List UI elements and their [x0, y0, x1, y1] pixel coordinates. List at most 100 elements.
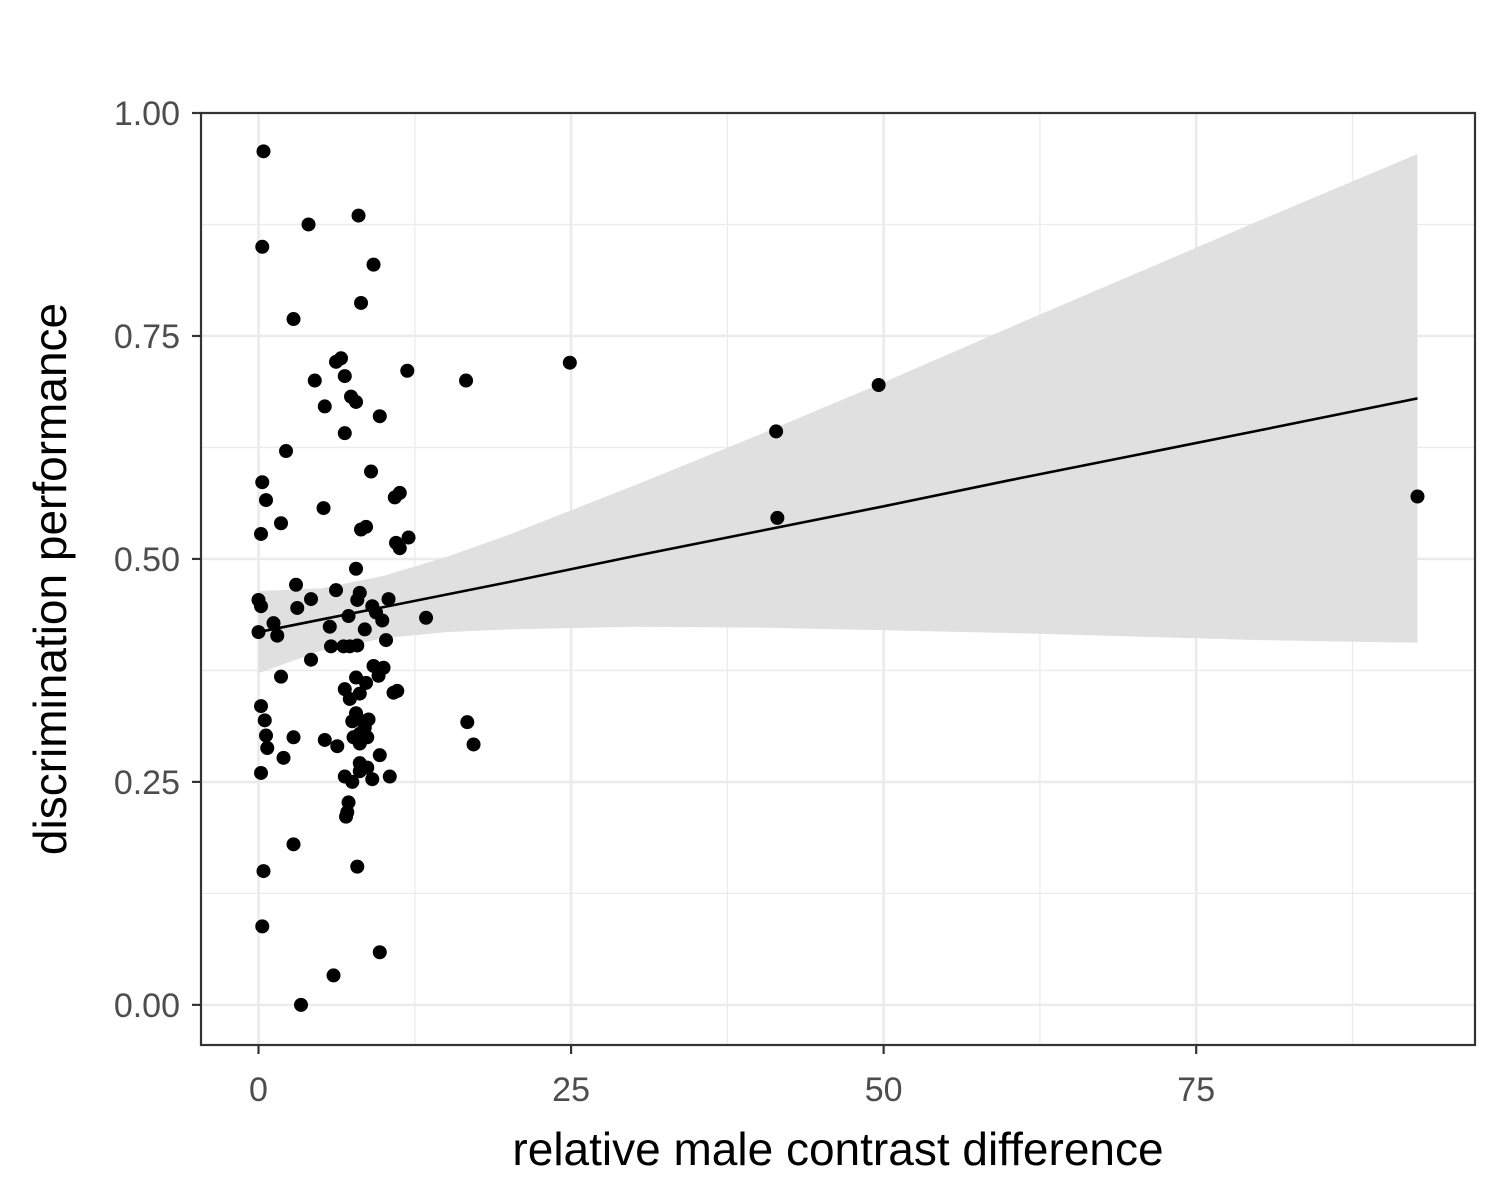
- data-point: [382, 769, 397, 784]
- data-point: [307, 373, 322, 388]
- data-point: [316, 501, 331, 516]
- data-point: [255, 919, 270, 934]
- y-tick-labels: 0.00 0.25 0.50 0.75 1.00: [114, 95, 180, 1025]
- y-tick-label: 1.00: [114, 95, 180, 133]
- data-point: [317, 399, 332, 414]
- x-tick-label: 25: [552, 1071, 590, 1109]
- data-point: [276, 750, 291, 765]
- data-point: [371, 668, 386, 683]
- data-point: [337, 369, 352, 384]
- data-point: [352, 686, 367, 701]
- data-point: [286, 312, 301, 327]
- data-point: [326, 968, 341, 983]
- data-point: [330, 739, 345, 754]
- data-point: [274, 669, 289, 684]
- data-point: [329, 583, 344, 598]
- data-point: [259, 728, 274, 743]
- data-point: [259, 493, 274, 508]
- data-point: [290, 600, 305, 615]
- data-point: [345, 714, 360, 729]
- data-point: [334, 351, 349, 366]
- data-point: [372, 748, 387, 763]
- axis-ticks: [192, 111, 1198, 1054]
- data-point: [286, 837, 301, 852]
- data-point: [770, 510, 785, 525]
- data-point: [352, 764, 367, 779]
- data-point: [256, 864, 271, 879]
- panel-border: [199, 111, 1477, 1047]
- data-point: [339, 809, 354, 824]
- data-point: [379, 633, 394, 648]
- data-point: [392, 541, 407, 556]
- y-axis-title: discrimination performance: [24, 303, 76, 855]
- data-point: [270, 628, 285, 643]
- x-axis-title: relative male contrast difference: [512, 1123, 1163, 1175]
- data-point: [266, 616, 281, 631]
- data-point: [286, 730, 301, 745]
- data-point: [459, 373, 474, 388]
- data-point: [337, 426, 352, 441]
- data-point: [350, 638, 365, 653]
- y-tick-label: 0.25: [114, 764, 180, 802]
- data-point: [365, 772, 380, 787]
- data-point: [769, 424, 784, 439]
- data-point: [466, 737, 481, 752]
- confidence-ribbon: [258, 154, 1418, 674]
- data-point: [381, 592, 396, 607]
- data-point: [274, 516, 289, 531]
- data-point: [419, 610, 434, 625]
- data-points: [251, 144, 1425, 1012]
- data-point: [254, 526, 269, 541]
- data-point: [260, 741, 275, 756]
- y-tick-label: 0.75: [114, 318, 180, 356]
- data-point: [400, 363, 415, 378]
- data-point: [350, 592, 365, 607]
- data-point: [349, 561, 364, 576]
- data-point: [255, 475, 270, 490]
- data-point: [349, 394, 364, 409]
- data-point: [304, 652, 319, 667]
- data-point: [871, 378, 886, 393]
- data-point: [354, 522, 369, 537]
- data-point: [254, 765, 269, 780]
- x-tick-label: 0: [249, 1071, 268, 1109]
- data-point: [256, 144, 271, 159]
- data-point: [279, 444, 294, 459]
- data-point: [345, 774, 360, 789]
- x-tick-label: 75: [1177, 1071, 1215, 1109]
- x-tick-label: 50: [865, 1071, 903, 1109]
- data-point: [390, 683, 405, 698]
- data-point: [352, 736, 367, 751]
- data-point: [301, 217, 316, 232]
- data-point: [401, 530, 416, 545]
- data-point: [294, 997, 309, 1012]
- data-point: [289, 577, 304, 592]
- data-point: [375, 613, 390, 628]
- data-point: [251, 625, 266, 640]
- data-point: [317, 732, 332, 747]
- data-point: [255, 239, 270, 254]
- data-point: [364, 464, 379, 479]
- data-point: [254, 699, 269, 714]
- x-tick-labels: 0 25 50 75: [249, 1071, 1215, 1109]
- data-point: [350, 859, 365, 874]
- data-point: [354, 295, 369, 310]
- data-point: [387, 490, 402, 505]
- y-tick-label: 0.00: [114, 987, 180, 1025]
- data-point: [254, 599, 269, 614]
- data-point: [324, 639, 339, 654]
- data-point: [460, 715, 475, 730]
- data-point: [372, 945, 387, 960]
- data-point: [322, 619, 337, 634]
- data-point: [372, 409, 387, 424]
- data-point: [366, 257, 381, 272]
- data-point: [304, 592, 319, 607]
- data-point: [341, 609, 356, 624]
- data-point: [1410, 489, 1425, 504]
- y-tick-label: 0.50: [114, 541, 180, 579]
- data-point: [359, 675, 374, 690]
- data-point: [357, 622, 372, 637]
- data-point: [257, 713, 272, 728]
- data-point: [562, 355, 577, 370]
